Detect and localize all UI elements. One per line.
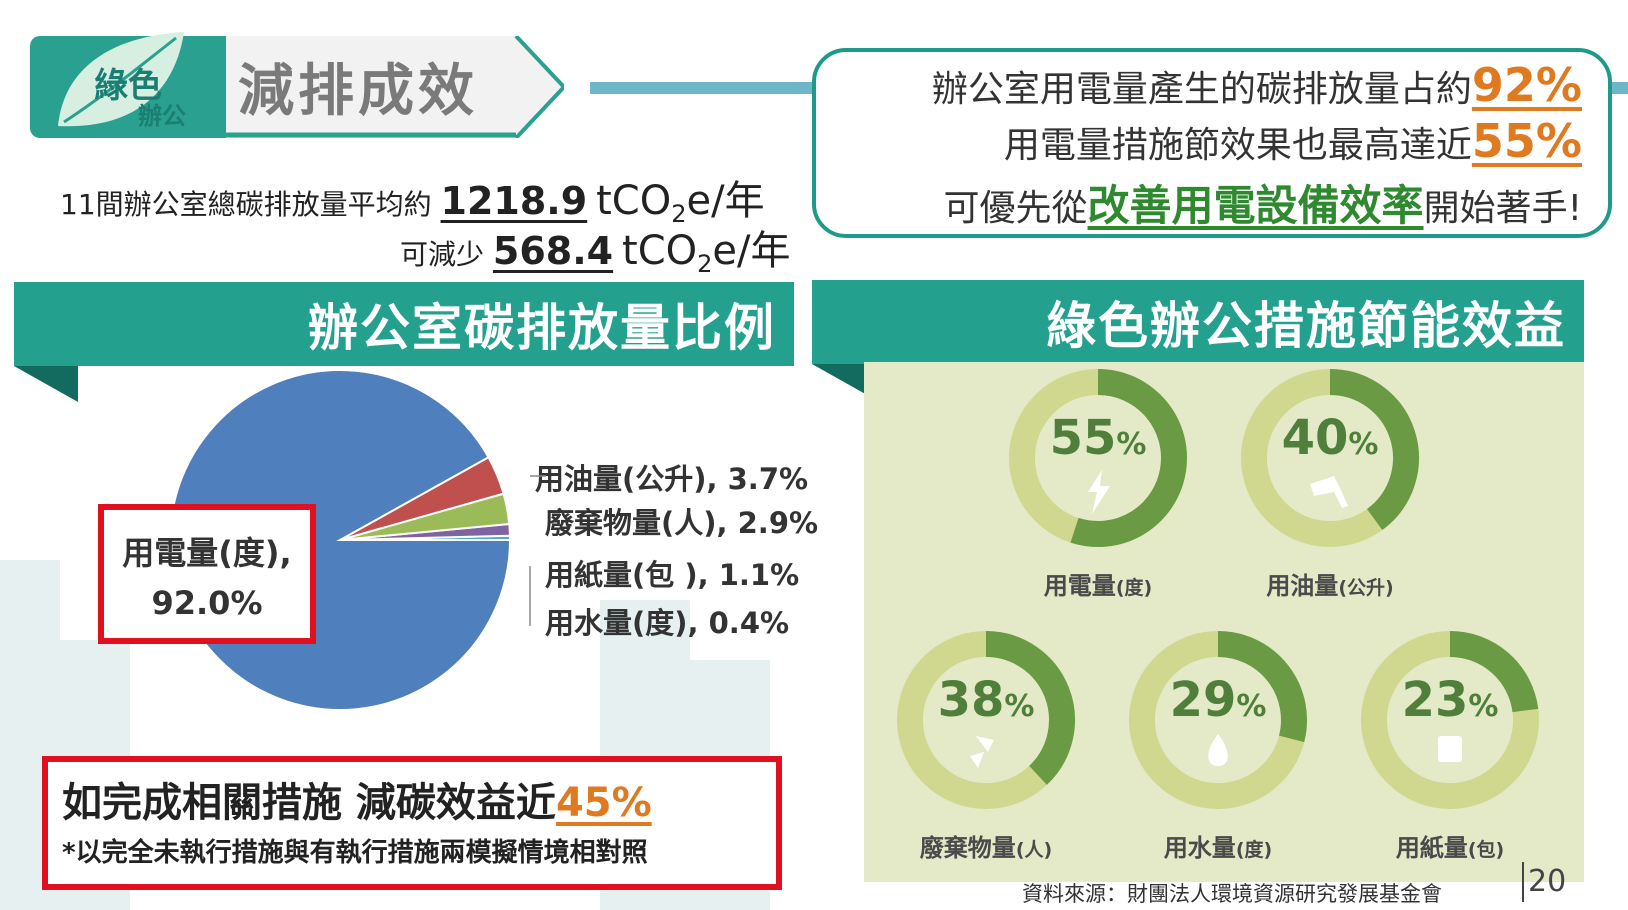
total-emission-label: 11間辦公室總碳排放量平均約 xyxy=(60,188,432,221)
pie-label-oil: 用油量(公升), 3.7% xyxy=(535,462,809,496)
pie-label-waste: 廢棄物量(人), 2.9% xyxy=(545,506,819,540)
priority-highlight: 改善用電設備效率 xyxy=(1087,181,1424,230)
header-rule xyxy=(590,82,820,94)
right-section-header: 綠色辦公措施節能效益 xyxy=(812,280,1584,364)
electricity-label: 用電量(度), xyxy=(122,534,292,572)
electricity-percent: 92.0% xyxy=(151,584,263,622)
pie-leader-lines xyxy=(529,475,546,626)
ring-label-electricity: 用電量(度) xyxy=(1043,572,1153,600)
total-emission-stat: 11間辦公室總碳排放量平均約 1218.9 tCO2e/年 xyxy=(60,168,765,228)
key-findings-callout: 辦公室用電量產生的碳排放量占約92% 用電量措施節效果也最高達近55% 可優先從… xyxy=(812,48,1612,238)
page-title: 減排成效 xyxy=(238,59,478,124)
electricity-share-box: 用電量(度), 92.0% xyxy=(98,504,316,644)
reduction-stat: 可減少 568.4 tCO2e/年 xyxy=(400,218,791,278)
ring-label-waste: 廢棄物量(人) xyxy=(919,834,1053,862)
summary-note: *以完全未執行措施與有執行措施兩模擬情境相對照 xyxy=(62,838,648,868)
page-divider xyxy=(1522,862,1524,902)
ribbon-fold xyxy=(14,366,78,402)
ring-percent-paper: 23% xyxy=(1401,672,1499,728)
summary-value: 45% xyxy=(555,780,652,826)
electricity-saving-value: 55% xyxy=(1471,114,1582,168)
left-section-title: 辦公室碳排放量比例 xyxy=(308,299,776,357)
total-emission-value: 1218.9 xyxy=(440,179,588,223)
pie-label-paper: 用紙量(包 ), 1.1% xyxy=(545,558,800,592)
data-source: 資料來源：財團法人環境資源研究發展基金會 xyxy=(1022,882,1442,906)
ring-percent-oil: 40% xyxy=(1281,410,1379,466)
left-section-header: 辦公室碳排放量比例 xyxy=(14,282,794,366)
electricity-share-value: 92% xyxy=(1471,58,1582,112)
reduction-value: 568.4 xyxy=(492,229,614,273)
leaf-logo-icon xyxy=(58,32,184,127)
ring-label-paper: 用紙量(包) xyxy=(1395,834,1505,862)
badge-main-text: 綠色 xyxy=(94,66,162,106)
summary-text: 如完成相關措施 減碳效益近45% xyxy=(62,780,652,826)
ring-label-water: 用水量(度) xyxy=(1163,834,1273,862)
ring-percent-waste: 38% xyxy=(937,672,1035,728)
ring-percent-electricity: 55% xyxy=(1049,410,1147,466)
reduction-label: 可減少 xyxy=(400,238,485,271)
right-section-title: 綠色辦公措施節能效益 xyxy=(1046,297,1566,355)
badge-sub-text: 辦公 xyxy=(138,102,186,130)
pie-label-water: 用水量(度), 0.4% xyxy=(545,606,790,640)
ring-percent-water: 29% xyxy=(1169,672,1267,728)
reduction-summary-box: 如完成相關措施 減碳效益近45% *以完全未執行措施與有執行措施兩模擬情境相對照 xyxy=(42,756,782,890)
finding-line-2: 用電量措施節效果也最高達近55% xyxy=(1003,114,1582,168)
emission-unit: tCO2e/年 xyxy=(596,178,765,228)
emission-unit: tCO2e/年 xyxy=(622,228,791,278)
ribbon-fold xyxy=(812,364,876,400)
page-number: 20 xyxy=(1528,864,1567,899)
finding-line-1: 辦公室用電量產生的碳排放量占約92% xyxy=(931,58,1582,112)
savings-panel xyxy=(864,362,1584,882)
ring-label-oil: 用油量(公升) xyxy=(1266,572,1394,600)
title-arrow-banner xyxy=(226,36,564,138)
finding-line-3: 可優先從改善用電設備效率開始著手! xyxy=(943,181,1582,230)
